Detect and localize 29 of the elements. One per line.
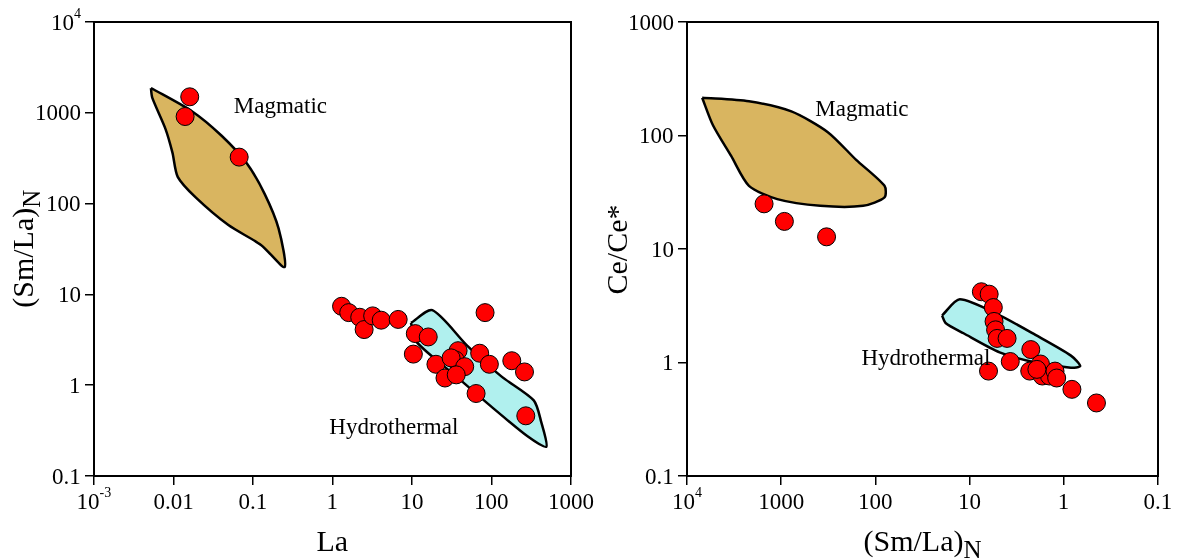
y-tick-label: 1 xyxy=(662,350,674,375)
x-tick-label: 100 xyxy=(474,489,509,514)
y-axis-title: Ce/Ce* xyxy=(599,204,632,294)
series-label: Magmatic xyxy=(233,93,328,119)
x-tick-label: 10 xyxy=(400,489,424,514)
x-tick-label: 1 xyxy=(1057,489,1070,514)
series-label: Hydrothermal xyxy=(329,413,459,439)
y-tick-label: 10$^{4}$ xyxy=(51,5,81,35)
x-tick-label: 0.01 xyxy=(153,489,194,514)
x-tick-label: 10 xyxy=(958,489,982,514)
y-tick-label: 10 xyxy=(651,236,674,262)
y-tick-label: 1000 xyxy=(35,100,81,126)
x-tick-label: 0.1 xyxy=(1143,489,1173,514)
y-tick-label: 1000 xyxy=(628,9,674,35)
x-tick-label: 1000 xyxy=(548,489,594,514)
y-tick-label: 1 xyxy=(69,372,81,398)
series-label: Magmatic xyxy=(815,96,909,122)
y-tick-label: 0.1 xyxy=(645,463,674,489)
x-axis-title: La xyxy=(316,524,349,557)
x-tick-label: 10$^{4}$ xyxy=(672,485,702,514)
x-tick-label: 1 xyxy=(326,489,338,514)
x-axis-title: (Sm/La)$_{N}$ xyxy=(863,524,982,560)
x-tick-label: 1000 xyxy=(758,489,805,514)
y-tick-label: 100 xyxy=(639,123,674,148)
series-label: Hydrothermal xyxy=(861,344,991,370)
x-tick-label: 100 xyxy=(857,489,893,514)
y-tick-label: 10 xyxy=(58,281,81,307)
x-tick-label: 0.1 xyxy=(238,489,268,514)
y-tick-label: 100 xyxy=(46,191,81,217)
